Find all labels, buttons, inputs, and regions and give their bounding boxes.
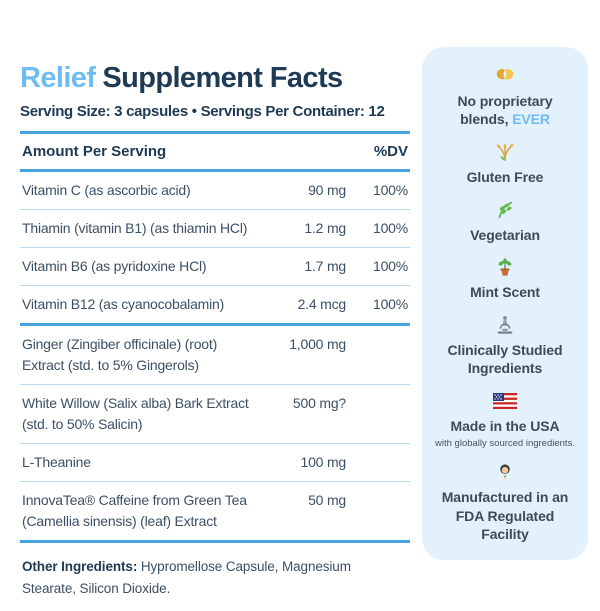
- badge-no-proprietary-blends: No proprietary blends, EVER: [432, 64, 578, 128]
- table-row: InnovaTea® Caffeine from Green Tea (Came…: [20, 482, 410, 543]
- supplement-facts-panel: Relief Supplement Facts Serving Size: 3 c…: [20, 62, 410, 611]
- badge-label: Clinically Studied Ingredients: [447, 341, 563, 377]
- potted-plant-icon: [494, 255, 516, 279]
- serving-info: Serving Size: 3 capsules • Servings Per …: [20, 103, 385, 120]
- ingredient-name: Vitamin B6 (as pyridoxine HCl): [22, 258, 207, 274]
- other-ingredients-text: Hypromellose Capsule, Magnesium Stearate…: [22, 559, 351, 597]
- badge-fda-facility: Manufactured in an FDA Regulated Facilit…: [432, 460, 578, 543]
- ingredient-amount: 500 mg?: [292, 395, 346, 411]
- badge-label: Made in the USA: [450, 417, 560, 434]
- badge-label: Gluten Free: [466, 168, 544, 185]
- ingredient-amount: 1,000 mg: [289, 336, 346, 352]
- label-footer: Other Ingredients: Hypromellose Capsule,…: [20, 543, 410, 611]
- dv-header: %DV: [373, 143, 408, 160]
- table-row: Thiamin (vitamin B1) (as thiamin HCl) 1.…: [20, 210, 410, 248]
- badge-label: Manufactured in an FDA Regulated Facilit…: [441, 489, 569, 542]
- ingredient-amount: 1.2 mg: [304, 220, 346, 236]
- ingredient-name: InnovaTea® Caffeine from Green Tea (Came…: [22, 492, 247, 529]
- badge-label: Vegetarian: [470, 226, 540, 243]
- table-row: Vitamin B6 (as pyridoxine HCl) 1.7 mg 10…: [20, 248, 410, 286]
- ingredient-amount: 90 mg: [308, 182, 346, 198]
- ingredient-amount: 100 mg: [300, 454, 347, 470]
- ingredient-name: Ginger (Zingiber officinale) (root) Extr…: [22, 336, 218, 373]
- badge-label: Mint Scent: [470, 284, 540, 301]
- page-title: Relief Supplement Facts: [20, 62, 410, 95]
- table-row: Vitamin B12 (as cyanocobalamin) 2.4 mcg …: [20, 286, 410, 326]
- table-row: L-Theanine 100 mg: [20, 444, 410, 482]
- ingredient-dv: 100%: [372, 220, 408, 236]
- table-row: Vitamin C (as ascorbic acid) 90 mg 100%: [20, 172, 410, 210]
- ingredient-amount: 50 mg: [308, 492, 346, 508]
- table-row: Ginger (Zingiber officinale) (root) Extr…: [20, 326, 410, 385]
- badge-vegetarian: Vegetarian: [432, 198, 578, 244]
- ingredient-dv: 100%: [372, 258, 408, 274]
- microscope-icon: [494, 313, 516, 337]
- ingredient-name: Vitamin C (as ascorbic acid): [22, 182, 191, 198]
- title-text: Supplement Facts: [102, 62, 343, 94]
- herb-icon: [494, 198, 516, 222]
- badge-label: No proprietary blends, EVER: [457, 93, 553, 128]
- facts-table: Amount Per Serving %DV Vitamin C (as asc…: [20, 131, 410, 543]
- scientist-icon: [494, 460, 516, 484]
- ingredient-dv: 100%: [372, 296, 408, 312]
- ingredient-amount: 1.7 mg: [304, 258, 346, 274]
- table-row: White Willow (Salix alba) Bark Extract (…: [20, 385, 410, 444]
- ingredient-name: L-Theanine: [22, 454, 91, 470]
- ingredient-dv: 100%: [372, 182, 408, 198]
- table-header-row: Amount Per Serving %DV: [20, 131, 410, 172]
- ingredient-name: White Willow (Salix alba) Bark Extract (…: [22, 395, 249, 432]
- badge-subtext: with globally sourced ingredients.: [435, 437, 575, 449]
- benefits-card: No proprietary blends, EVER Gluten Free: [422, 47, 588, 560]
- other-ingredients: Other Ingredients: Hypromellose Capsule,…: [22, 556, 408, 601]
- brand-name: Relief: [20, 62, 96, 94]
- badge-clinically-studied: Clinically Studied Ingredients: [432, 313, 578, 377]
- badge-highlight: EVER: [512, 111, 550, 128]
- badge-made-in-usa: Made in the USA with globally sourced in…: [432, 389, 578, 449]
- usa-flag-icon: [493, 389, 517, 413]
- ingredient-name: Thiamin (vitamin B1) (as thiamin HCl): [22, 220, 248, 236]
- amount-per-serving-header: Amount Per Serving: [22, 143, 167, 160]
- badge-mint-scent: Mint Scent: [432, 255, 578, 301]
- ingredient-amount: 2.4 mcg: [297, 296, 347, 312]
- ingredient-name: Vitamin B12 (as cyanocobalamin): [22, 296, 225, 312]
- fortune-cookie-icon: [494, 64, 516, 88]
- rice-sheaf-icon: [494, 140, 516, 164]
- other-ingredients-label: Other Ingredients:: [22, 559, 138, 574]
- badge-gluten-free: Gluten Free: [432, 140, 578, 186]
